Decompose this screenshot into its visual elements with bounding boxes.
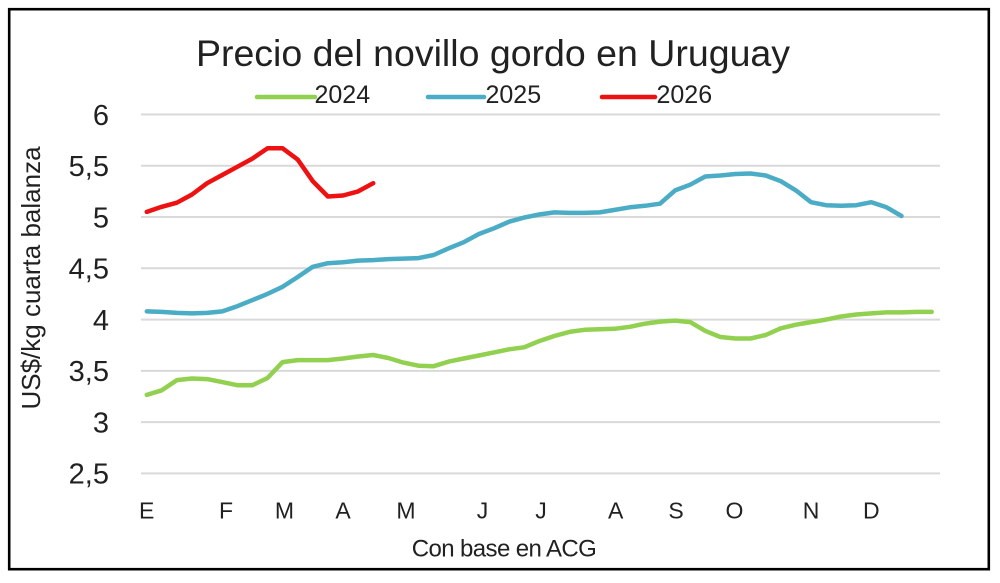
svg-text:4,5: 4,5 — [69, 254, 109, 286]
svg-text:J: J — [477, 497, 489, 523]
svg-text:US$/kg cuarta balanza: US$/kg cuarta balanza — [16, 146, 46, 410]
svg-text:2025: 2025 — [486, 81, 542, 109]
svg-text:N: N — [803, 497, 820, 523]
svg-text:A: A — [608, 497, 624, 523]
svg-text:Precio del novillo gordo en Ur: Precio del novillo gordo en Uruguay — [196, 32, 790, 74]
svg-text:5: 5 — [93, 202, 109, 234]
svg-text:J: J — [535, 497, 547, 523]
svg-text:3,5: 3,5 — [69, 356, 109, 388]
svg-text:F: F — [219, 497, 233, 523]
svg-text:3: 3 — [93, 407, 109, 439]
svg-text:2024: 2024 — [315, 81, 371, 109]
svg-text:4: 4 — [93, 305, 109, 337]
svg-text:2,5: 2,5 — [69, 459, 109, 491]
svg-text:O: O — [726, 497, 744, 523]
svg-text:M: M — [275, 497, 294, 523]
svg-text:Con base en ACG: Con base en ACG — [412, 536, 596, 563]
svg-text:2026: 2026 — [657, 81, 713, 109]
svg-text:5,5: 5,5 — [69, 151, 109, 183]
svg-text:E: E — [139, 497, 154, 523]
svg-text:M: M — [396, 497, 415, 523]
svg-text:A: A — [335, 497, 351, 523]
svg-text:6: 6 — [93, 100, 109, 132]
svg-text:D: D — [863, 497, 880, 523]
svg-text:S: S — [668, 497, 683, 523]
